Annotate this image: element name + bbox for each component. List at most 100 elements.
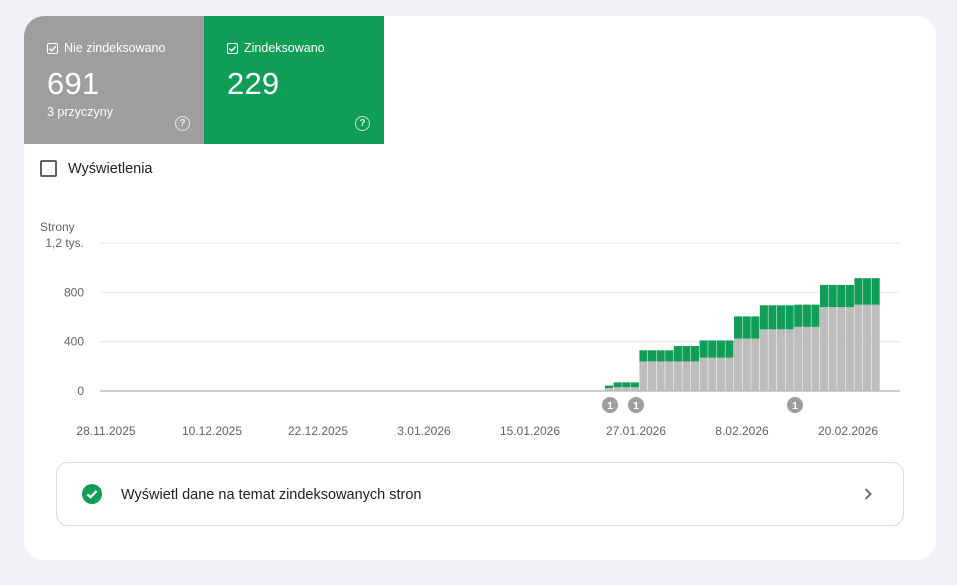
bar-indexed bbox=[854, 278, 863, 305]
check-circle-icon bbox=[82, 484, 102, 504]
bar-not-indexed bbox=[725, 357, 734, 391]
chevron-right-icon bbox=[864, 488, 872, 500]
bar-indexed bbox=[751, 316, 760, 339]
bar-not-indexed bbox=[708, 357, 717, 391]
help-icon[interactable]: ? bbox=[355, 116, 370, 131]
checkbox-icon[interactable] bbox=[227, 42, 238, 54]
help-icon[interactable]: ? bbox=[175, 116, 190, 131]
annotation-label: 1 bbox=[792, 400, 798, 412]
tile-indexed-label: Zindeksowano bbox=[244, 41, 325, 55]
bar-not-indexed bbox=[673, 361, 682, 391]
bar-indexed bbox=[665, 350, 674, 362]
views-label: Wyświetlenia bbox=[68, 160, 153, 177]
bar-indexed bbox=[777, 305, 786, 330]
bar-indexed bbox=[605, 385, 614, 389]
bar-not-indexed bbox=[699, 357, 708, 391]
view-indexed-pages-label: Wyświetl dane na temat zindeksowanych st… bbox=[121, 487, 422, 503]
bar-indexed bbox=[673, 345, 682, 362]
tile-not-indexed[interactable]: Nie zindeksowano 691 3 przyczyny ? bbox=[24, 16, 204, 144]
bar-indexed bbox=[768, 305, 777, 330]
bar-not-indexed bbox=[622, 387, 631, 391]
bar-not-indexed bbox=[828, 307, 837, 391]
bar-not-indexed bbox=[751, 338, 760, 391]
bar-not-indexed bbox=[820, 307, 829, 391]
x-tick-label: 3.01.2026 bbox=[397, 424, 451, 438]
x-tick-label: 28.11.2025 bbox=[76, 424, 135, 438]
bar-not-indexed bbox=[845, 307, 854, 391]
tile-indexed-header: Zindeksowano bbox=[227, 41, 325, 55]
bar-indexed bbox=[648, 350, 657, 362]
bar-not-indexed bbox=[794, 326, 803, 391]
x-tick-label: 8.02.2026 bbox=[715, 424, 769, 438]
y-tick-label: 800 bbox=[64, 285, 84, 299]
bar-indexed bbox=[725, 340, 734, 358]
bar-not-indexed bbox=[863, 304, 872, 391]
checkbox-icon[interactable] bbox=[47, 42, 58, 54]
tile-not-indexed-sub: 3 przyczyny bbox=[47, 105, 113, 119]
bar-not-indexed bbox=[639, 361, 648, 391]
bar-not-indexed bbox=[605, 388, 614, 391]
bar-indexed bbox=[811, 304, 820, 327]
index-coverage-card: Nie zindeksowano 691 3 przyczyny ? Zinde… bbox=[24, 16, 936, 560]
tile-indexed-value: 229 bbox=[227, 66, 280, 101]
bar-not-indexed bbox=[811, 326, 820, 391]
views-toggle[interactable]: Wyświetlenia bbox=[40, 160, 152, 177]
bar-not-indexed bbox=[742, 338, 751, 391]
pages-chart: Strony 0 400 800 1,2 tys. 1 1 1 28.11.2025 10.12.… bbox=[40, 220, 900, 438]
y-axis-title: Strony bbox=[40, 220, 75, 234]
bar-indexed bbox=[845, 284, 854, 308]
annotation-marker bbox=[628, 397, 644, 413]
bar-indexed bbox=[794, 304, 803, 327]
bar-indexed bbox=[639, 350, 648, 362]
bar-indexed bbox=[656, 350, 665, 362]
bar-indexed bbox=[785, 305, 794, 330]
bar-indexed bbox=[622, 382, 631, 388]
bar-not-indexed bbox=[656, 361, 665, 391]
x-tick-label: 27.01.2026 bbox=[606, 424, 666, 438]
bar-not-indexed bbox=[630, 387, 639, 391]
bar-not-indexed bbox=[837, 307, 846, 391]
bar-indexed bbox=[837, 284, 846, 308]
bar-indexed bbox=[759, 305, 768, 330]
y-tick-label: 0 bbox=[77, 384, 84, 398]
bar-not-indexed bbox=[734, 338, 743, 391]
bar-indexed bbox=[734, 316, 743, 339]
bar-indexed bbox=[820, 284, 829, 308]
bar-not-indexed bbox=[759, 329, 768, 391]
bar-indexed bbox=[691, 345, 700, 362]
bar-not-indexed bbox=[716, 357, 725, 391]
bar-not-indexed bbox=[613, 387, 622, 391]
view-indexed-pages-link[interactable]: Wyświetl dane na temat zindeksowanych st… bbox=[56, 462, 904, 526]
bar-not-indexed bbox=[768, 329, 777, 391]
tile-indexed[interactable]: Zindeksowano 229 ? bbox=[204, 16, 384, 144]
views-checkbox[interactable] bbox=[40, 160, 57, 177]
bar-indexed bbox=[613, 382, 622, 388]
tile-not-indexed-header: Nie zindeksowano bbox=[47, 41, 165, 55]
x-tick-label: 15.01.2026 bbox=[500, 424, 560, 438]
x-tick-label: 22.12.2025 bbox=[288, 424, 348, 438]
bar-indexed bbox=[708, 340, 717, 358]
tile-not-indexed-value: 691 bbox=[47, 66, 100, 101]
bar-indexed bbox=[828, 284, 837, 308]
bar-not-indexed bbox=[871, 304, 880, 391]
bar-indexed bbox=[871, 278, 880, 305]
bar-not-indexed bbox=[777, 329, 786, 391]
bar-not-indexed bbox=[682, 361, 691, 391]
bar-indexed bbox=[630, 382, 639, 388]
bar-indexed bbox=[802, 304, 811, 327]
bar-indexed bbox=[742, 316, 751, 339]
bar-not-indexed bbox=[648, 361, 657, 391]
x-tick-label: 10.12.2025 bbox=[182, 424, 242, 438]
bar-indexed bbox=[716, 340, 725, 358]
y-tick-label: 400 bbox=[64, 335, 84, 349]
annotation-marker bbox=[787, 397, 803, 413]
annotation-label: 1 bbox=[607, 400, 613, 412]
bar-not-indexed bbox=[665, 361, 674, 391]
bar-indexed bbox=[699, 340, 708, 358]
bar-not-indexed bbox=[854, 304, 863, 391]
bar-not-indexed bbox=[785, 329, 794, 391]
bar-not-indexed bbox=[802, 326, 811, 391]
bar-not-indexed bbox=[691, 361, 700, 391]
annotation-label: 1 bbox=[633, 400, 639, 412]
bar-indexed bbox=[863, 278, 872, 305]
